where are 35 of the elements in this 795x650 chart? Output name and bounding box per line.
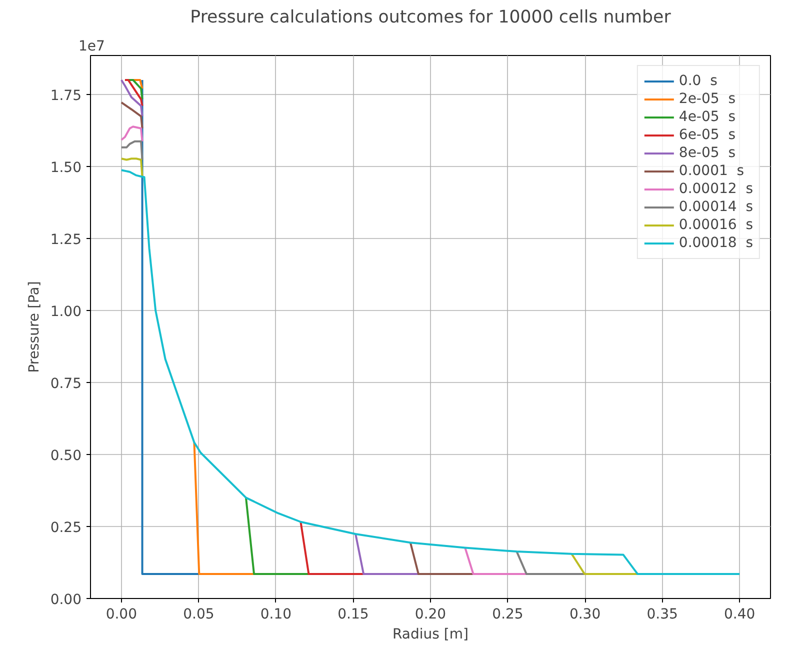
line-series <box>120 140 144 161</box>
line-series <box>120 126 144 142</box>
y-tick-label: 1.75 <box>50 88 82 104</box>
legend-label: 0.0 s <box>678 73 718 89</box>
y-tick-label: 1.25 <box>50 232 82 248</box>
legend-label: 0.0001 s <box>678 163 744 179</box>
x-tick-label: 0.15 <box>338 606 369 622</box>
x-tick-label: 0.10 <box>260 606 292 622</box>
y-tick-label: 0.00 <box>50 592 82 608</box>
legend-label: 0.00016 s <box>678 217 753 233</box>
x-tick-label: 0.35 <box>646 606 678 622</box>
x-tick-label: 0.30 <box>569 606 601 622</box>
legend-label: 4e-05 s <box>678 109 736 125</box>
y-tick-label: 0.25 <box>50 520 82 536</box>
legend-label: 6e-05 s <box>678 127 736 143</box>
y-tick-label: 0.50 <box>50 448 82 464</box>
line-series <box>120 78 144 118</box>
legend-label: 0.00012 s <box>678 181 753 197</box>
legend-label: 0.00018 s <box>678 235 753 251</box>
chart-title: Pressure calculations outcomes for 10000 cells number <box>190 8 672 28</box>
y-tick-label: 1.00 <box>50 304 82 320</box>
x-axis-title: Radius [m] <box>392 626 468 642</box>
x-tick-label: 0.20 <box>414 606 446 622</box>
x-tick-label: 0.05 <box>183 606 214 622</box>
x-tick-label: 0.25 <box>492 606 524 622</box>
legend-label: 8e-05 s <box>678 145 736 161</box>
x-tick-label: 0.00 <box>106 606 137 622</box>
y-tick-label: 1.50 <box>50 160 82 176</box>
legend-label: 2e-05 s <box>678 91 736 107</box>
text: 1e7 <box>78 38 105 54</box>
y-axis-title: Pressure [Pa] <box>26 281 42 373</box>
line-series <box>120 101 144 130</box>
y-tick-label: 0.75 <box>50 376 82 392</box>
x-tick-label: 0.40 <box>724 606 756 622</box>
legend-label: 0.00014 s <box>678 199 753 215</box>
